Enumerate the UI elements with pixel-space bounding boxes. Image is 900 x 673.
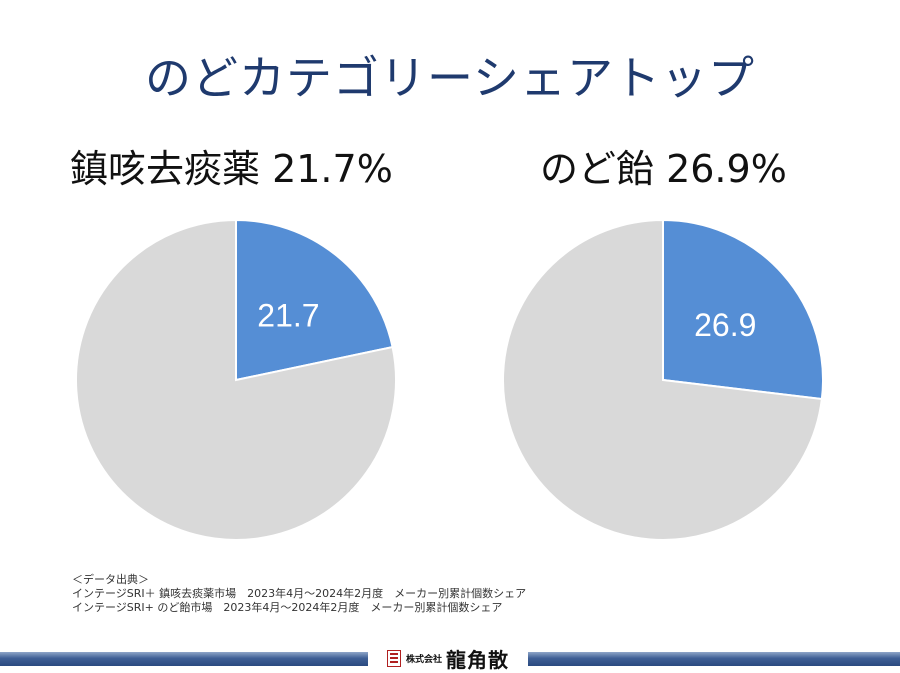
company-name: 龍角散 xyxy=(446,647,509,672)
pie-slice-0 xyxy=(235,218,394,382)
chart-heading-candy: のど飴 26.9% xyxy=(540,147,787,191)
source-line-2: インテージSRI+ のど飴市場 2023年4月～2024年2月度 メーカー別累計… xyxy=(72,601,503,614)
pie-slice-0 xyxy=(662,218,824,401)
pie-slice-1 xyxy=(502,218,823,541)
logo-emblem-icon xyxy=(386,649,401,667)
pie-chart-candy: 26.9 xyxy=(502,218,824,541)
slice-data-label: 26.9 xyxy=(694,307,756,343)
data-source: ＜データ出典＞ インテージSRI＋ 鎮咳去痰薬市場 2023年4月～2024年2… xyxy=(72,573,526,615)
page-title: のどカテゴリーシェアトップ xyxy=(144,51,756,105)
source-line-1: インテージSRI＋ 鎮咳去痰薬市場 2023年4月～2024年2月度 メーカー別… xyxy=(72,587,527,600)
company-logo: 株式会社 龍角散 xyxy=(368,645,528,672)
pie-chart-cough: 21.7 xyxy=(75,218,397,541)
chart-heading-cough: 鎮咳去痰薬 21.7% xyxy=(70,147,393,191)
company-prefix: 株式会社 xyxy=(405,654,442,665)
slice-data-label: 21.7 xyxy=(257,297,319,333)
source-heading: ＜データ出典＞ xyxy=(72,573,149,586)
pie-slice-1 xyxy=(75,218,397,541)
